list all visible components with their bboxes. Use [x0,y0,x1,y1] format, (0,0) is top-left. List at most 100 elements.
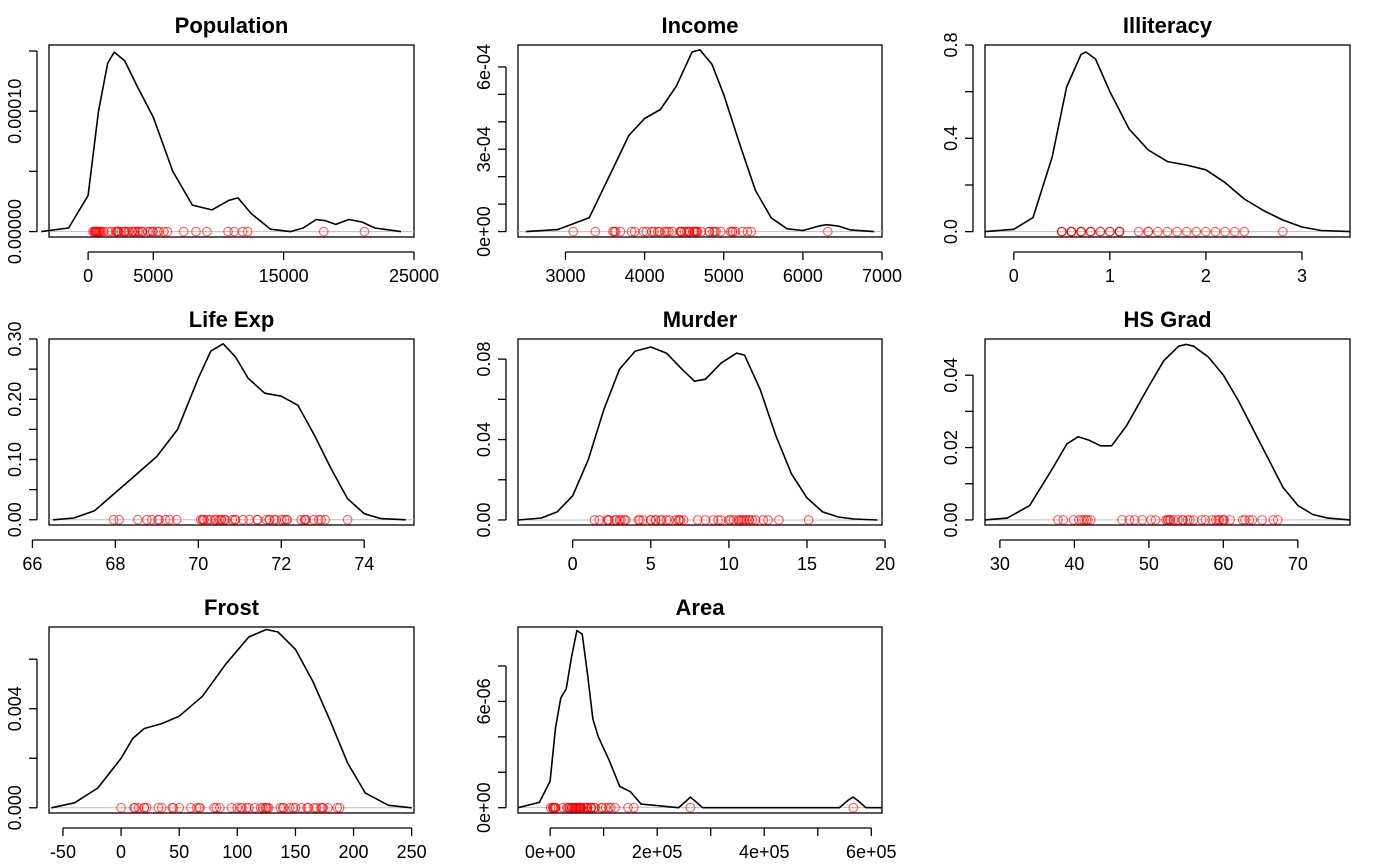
data-point [178,226,189,237]
data-point [605,802,616,813]
data-point [711,226,721,237]
data-point [589,515,600,525]
density-curve [517,629,882,809]
data-point [1143,226,1154,237]
data-point [108,514,119,525]
density-curve [517,346,878,521]
panel-area: Area 0e+00 2e+05 4e+05 6e+05 0e+00 6e-06 [474,595,897,862]
plot-frame [984,44,1351,238]
data-point [616,515,626,525]
panel-hs-grad: HS Grad 30 40 50 60 70 0.00 0.02 0.04 [941,307,1351,574]
data-point [746,226,757,237]
y-tick-label: 0e+00 [474,206,494,257]
data-point [650,515,661,525]
x-tick-label: 15 [797,554,817,574]
data-point [148,226,158,237]
data-point [1053,515,1063,525]
data-point [1124,515,1135,525]
data-point [704,226,715,237]
x-tick-label: 7000 [862,266,902,286]
data-point [242,226,253,237]
panel-frost: Frost -50 0 50 100 150 200 250 0.000 0.004 [5,595,427,862]
density-curve [525,49,875,233]
x-tick-label: 3000 [545,266,585,286]
data-point [590,226,601,237]
panel-title: Life Exp [189,307,275,332]
data-point [284,802,295,813]
data-point [603,515,614,525]
data-point [159,226,169,237]
y-tick-label: 0.0 [941,219,961,244]
data-point [130,802,140,813]
data-point [1150,515,1161,525]
data-point [114,514,124,525]
data-point [747,515,758,525]
data-point [1129,515,1140,525]
data-point [1095,226,1106,237]
x-tick-label: 66 [22,554,42,574]
x-tick-label: 1 [1105,266,1115,286]
y-tick-label: 0.04 [474,422,494,457]
data-point [1240,515,1250,525]
x-tick-label: 0 [1009,266,1019,286]
data-point [332,802,343,813]
data-point [620,515,631,525]
data-point [728,515,739,525]
data-point [290,802,301,813]
data-point [576,802,587,813]
y-tick-label: 0.08 [474,342,494,377]
data-point [311,802,322,813]
data-point [278,802,289,813]
y-tick-label: 0.00000 [5,199,25,264]
data-point [623,802,633,813]
y-tick-label: 6e-06 [474,678,494,724]
x-tick-label: 4000 [625,266,665,286]
data-point [1214,515,1225,525]
data-point [130,226,141,237]
y-tick-label: 0.4 [941,126,961,151]
data-point [626,226,637,237]
data-point [727,226,738,237]
data-point [98,226,109,237]
data-point [1257,515,1267,525]
data-point [1229,226,1240,237]
data-point [275,802,286,813]
y-tick-label: 6e-04 [474,44,494,90]
data-point [1133,226,1144,237]
data-point [162,226,173,237]
data-point [1237,515,1248,525]
data-point [282,514,292,525]
x-tick-label: 6e+05 [846,842,897,862]
data-point [1272,515,1283,525]
data-point [209,802,219,813]
y-tick-label: 0.02 [941,430,961,465]
y-tick-label: 0.8 [941,32,961,57]
data-point [296,514,307,525]
data-point [1200,515,1211,525]
plot-frame [517,626,883,814]
x-tick-label: 60 [1213,554,1233,574]
data-point [696,226,707,237]
data-point [610,802,620,813]
data-point [1085,515,1096,525]
data-point [692,226,703,237]
data-point [615,226,626,237]
data-point [822,226,833,237]
plot-frame [984,338,1351,526]
data-point [685,802,696,813]
data-point [142,514,152,525]
x-tick-label: 3 [1297,266,1307,286]
data-point [296,802,307,813]
data-point [1207,515,1218,525]
data-point [141,802,152,813]
x-tick-label: 5000 [704,266,744,286]
data-point [237,802,247,813]
data-point [1076,226,1086,237]
x-tick-label: 0 [116,842,126,862]
data-point [202,226,212,237]
data-point [276,514,287,525]
data-point [1082,515,1093,525]
data-point [1066,226,1077,237]
data-point [113,226,124,237]
panel-title: HS Grad [1123,307,1211,332]
